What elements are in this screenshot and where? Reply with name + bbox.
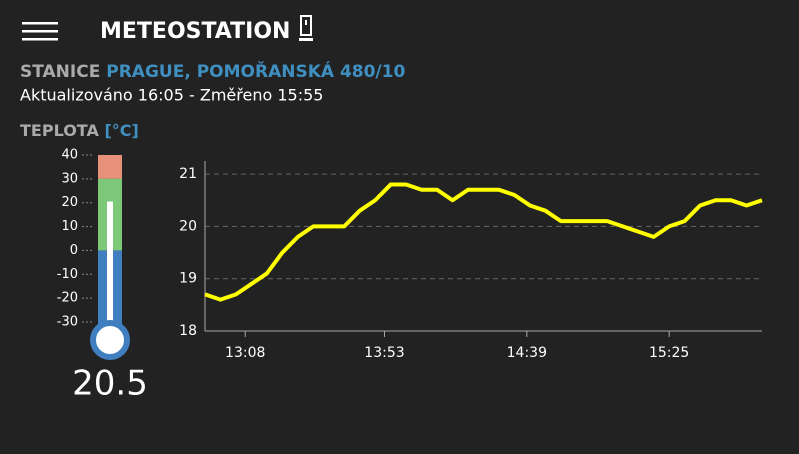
- band-hot: [98, 155, 122, 179]
- temperature-label: TEPLOTA: [20, 121, 99, 140]
- updated: Aktualizováno 16:05 - Změřeno 15:55: [20, 86, 323, 105]
- station-name: PRAGUE, POMOŘANSKÁ 480/10: [106, 60, 405, 82]
- menu-bar: [22, 30, 58, 33]
- bulb: [90, 320, 130, 360]
- icon-body: [300, 15, 312, 36]
- station-icon: [299, 15, 313, 41]
- temperature-unit: [°C]: [104, 121, 138, 140]
- thermo-tick-label: 40: [61, 148, 78, 163]
- thermo-tick-label: -20: [57, 291, 78, 306]
- y-tick-label: 19: [179, 271, 197, 287]
- menu-bar: [22, 38, 58, 41]
- app-title: METEOSTATION: [100, 19, 290, 44]
- thermo-tick-label: -10: [57, 267, 78, 282]
- temperature-value: 20.5: [72, 364, 148, 404]
- station-label: STANICE: [20, 62, 100, 82]
- thermo-tick-label: 0: [70, 243, 78, 258]
- y-tick-label: 20: [179, 218, 197, 234]
- temperature-line: TEPLOTA [°C]: [20, 121, 139, 140]
- x-tick-label: 15:25: [649, 345, 689, 361]
- menu-button[interactable]: [22, 22, 58, 41]
- thermo-tick-label: 20: [61, 195, 78, 210]
- y-tick-label: 18: [179, 323, 197, 339]
- icon-base: [299, 38, 313, 41]
- thermo-tick-label: 30: [61, 171, 78, 186]
- mercury: [107, 201, 113, 330]
- x-tick-label: 13:53: [364, 345, 404, 361]
- icon-detail: [305, 20, 307, 25]
- x-tick-label: 14:39: [507, 345, 547, 361]
- station-line: STANICE PRAGUE, POMOŘANSKÁ 480/10: [20, 60, 405, 82]
- thermo-tick-label: 10: [61, 219, 78, 234]
- menu-bar: [22, 22, 58, 25]
- x-tick-label: 13:08: [225, 345, 265, 361]
- y-tick-label: 21: [179, 166, 197, 182]
- thermo-tick-label: -30: [57, 315, 78, 330]
- temperature-line: [204, 182, 763, 302]
